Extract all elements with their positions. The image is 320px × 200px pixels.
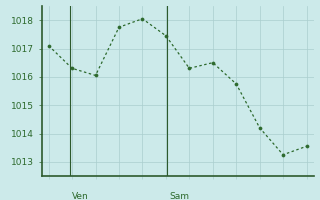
Text: Sam: Sam (169, 192, 189, 200)
Text: Ven: Ven (72, 192, 89, 200)
